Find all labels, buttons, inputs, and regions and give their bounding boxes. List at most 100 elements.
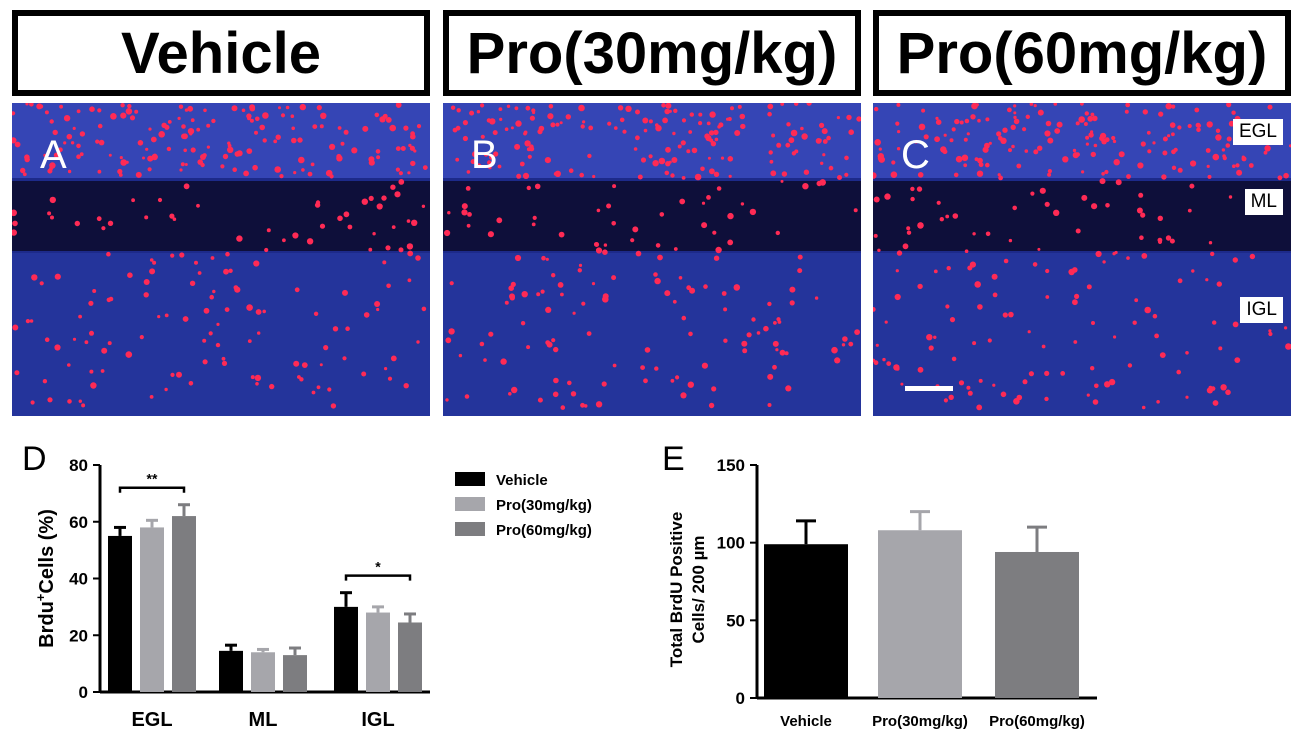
- brdu-cell: [1113, 159, 1120, 166]
- brdu-cell: [166, 146, 172, 152]
- brdu-cell: [151, 153, 158, 161]
- brdu-cell: [526, 185, 531, 191]
- brdu-cell: [299, 103, 306, 111]
- brdu-cell: [385, 117, 392, 123]
- brdu-cell: [970, 114, 976, 120]
- brdu-cell: [632, 226, 639, 233]
- brdu-cell: [606, 203, 612, 209]
- brdu-cell: [1194, 107, 1200, 113]
- brdu-cell: [215, 342, 221, 348]
- brdu-cell: [945, 214, 950, 219]
- brdu-cell: [188, 381, 194, 386]
- brdu-cell: [527, 154, 532, 159]
- brdu-cell: [396, 103, 401, 108]
- brdu-cell: [797, 254, 803, 260]
- brdu-cell: [1228, 195, 1233, 199]
- brdu-cell: [996, 131, 1002, 137]
- brdu-cell: [368, 195, 374, 201]
- brdu-cell: [1125, 103, 1131, 108]
- brdu-cell: [837, 175, 842, 180]
- brdu-cell: [1002, 127, 1008, 133]
- brdu-cell: [873, 360, 879, 366]
- brdu-cell: [152, 260, 157, 265]
- brdu-cell: [548, 104, 554, 109]
- brdu-cell: [25, 319, 30, 324]
- brdu-cell: [681, 118, 687, 123]
- brdu-cell: [723, 307, 728, 312]
- brdu-cell: [1171, 132, 1175, 137]
- brdu-cell: [961, 154, 969, 162]
- brdu-cell: [1033, 104, 1037, 108]
- brdu-cell: [337, 126, 342, 130]
- brdu-cell: [1190, 160, 1197, 167]
- brdu-cell: [602, 249, 608, 255]
- bar-2: [995, 551, 1079, 698]
- brdu-cell: [978, 162, 984, 168]
- brdu-cell: [545, 257, 549, 261]
- brdu-cell: [327, 387, 332, 392]
- brdu-cell: [12, 209, 17, 217]
- brdu-cell: [516, 173, 522, 179]
- brdu-cell: [834, 357, 841, 364]
- brdu-cell: [853, 208, 858, 213]
- brdu-cell: [935, 119, 942, 125]
- brdu-cell: [76, 109, 81, 114]
- brdu-cell: [92, 289, 97, 293]
- brdu-cell: [249, 104, 256, 111]
- brdu-cell: [873, 196, 880, 203]
- brdu-cell: [668, 109, 672, 113]
- brdu-cell: [672, 299, 677, 304]
- brdu-cell: [640, 157, 647, 163]
- brdu-cell: [511, 386, 518, 394]
- brdu-cell: [1095, 250, 1102, 258]
- brdu-cell: [184, 163, 188, 166]
- brdu-cell: [701, 222, 708, 229]
- scale-bar: [905, 386, 953, 391]
- brdu-cell: [290, 114, 295, 118]
- brdu-cell: [376, 203, 383, 210]
- brdu-cell: [409, 145, 415, 151]
- brdu-cell: [546, 341, 553, 348]
- brdu-cell: [1162, 136, 1168, 142]
- brdu-cell: [12, 220, 18, 227]
- brdu-cell: [462, 120, 468, 126]
- brdu-cell: [819, 122, 825, 128]
- brdu-cell: [1187, 208, 1192, 213]
- brdu-cell: [189, 280, 196, 286]
- brdu-cell: [767, 403, 772, 407]
- brdu-cell: [44, 110, 49, 115]
- brdu-cell: [262, 309, 266, 314]
- brdu-cell: [698, 112, 703, 117]
- brdu-cell: [78, 314, 82, 319]
- brdu-cell: [368, 156, 375, 163]
- brdu-cell: [713, 129, 719, 136]
- brdu-cell: [47, 397, 53, 403]
- brdu-cell: [465, 186, 471, 191]
- brdu-cell: [910, 186, 915, 192]
- brdu-cell: [1152, 141, 1156, 145]
- brdu-cell: [611, 275, 617, 281]
- brdu-cell: [767, 301, 772, 307]
- brdu-cell: [977, 118, 981, 123]
- brdu-cell: [100, 369, 105, 373]
- brdu-cell: [664, 170, 670, 176]
- brdu-cell: [958, 380, 965, 386]
- brdu-cell: [49, 196, 56, 204]
- brdu-cell: [1165, 103, 1172, 110]
- brdu-cell: [134, 109, 139, 114]
- brdu-cell: [784, 351, 789, 356]
- brdu-cell: [559, 121, 563, 125]
- bar-igl-2: [398, 622, 422, 692]
- brdu-cell: [391, 225, 396, 229]
- brdu-cell: [1054, 128, 1061, 134]
- brdu-cell: [844, 155, 849, 161]
- brdu-cell: [293, 171, 297, 175]
- brdu-cell: [44, 337, 50, 342]
- brdu-cell: [264, 247, 269, 253]
- brdu-cell: [536, 292, 541, 297]
- brdu-cell: [1008, 238, 1013, 243]
- brdu-cell: [227, 141, 231, 145]
- brdu-cell: [1139, 235, 1144, 240]
- brdu-cell: [779, 349, 786, 356]
- brdu-cell: [655, 243, 661, 248]
